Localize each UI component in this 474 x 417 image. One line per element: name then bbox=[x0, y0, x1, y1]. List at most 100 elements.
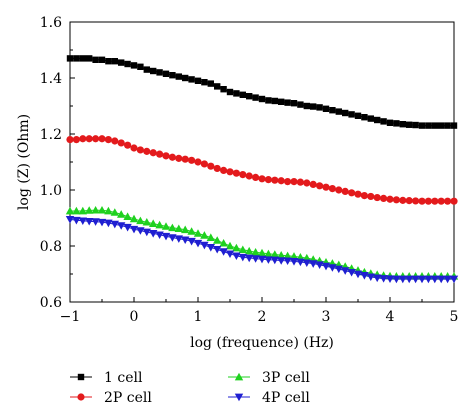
legend-marker bbox=[77, 393, 85, 401]
data-point bbox=[193, 229, 203, 237]
data-point bbox=[289, 258, 299, 266]
data-point bbox=[142, 228, 151, 237]
data-point bbox=[123, 212, 132, 220]
x-tick-label: 0 bbox=[130, 309, 139, 325]
legend-label: 2P cell bbox=[104, 390, 152, 406]
data-point bbox=[374, 116, 381, 124]
data-point bbox=[251, 255, 260, 263]
data-point bbox=[284, 99, 291, 106]
data-point bbox=[79, 55, 86, 62]
data-point bbox=[150, 67, 157, 75]
data-point bbox=[162, 152, 170, 160]
x-tick-label: 3 bbox=[322, 309, 331, 325]
data-point bbox=[111, 58, 118, 65]
data-point bbox=[438, 122, 445, 129]
data-point bbox=[206, 233, 215, 241]
data-point bbox=[431, 122, 438, 129]
data-point bbox=[104, 219, 113, 228]
data-point bbox=[194, 77, 202, 84]
legend-item-4p-cell: 4P cell bbox=[228, 390, 310, 406]
data-point bbox=[245, 172, 253, 180]
series-2p-cell bbox=[66, 135, 458, 205]
data-point bbox=[328, 264, 337, 272]
data-point bbox=[335, 186, 343, 194]
data-point bbox=[310, 103, 317, 110]
x-axis-label: log (frequence) (Hz) bbox=[190, 335, 334, 351]
data-point bbox=[110, 220, 119, 229]
data-point bbox=[213, 246, 222, 254]
data-point bbox=[155, 231, 164, 239]
data-point bbox=[213, 236, 222, 244]
data-point bbox=[219, 239, 228, 247]
data-point bbox=[399, 121, 406, 128]
data-point bbox=[239, 171, 247, 179]
data-point bbox=[104, 136, 112, 144]
data-point bbox=[354, 112, 362, 119]
series-3p-cell bbox=[65, 205, 459, 280]
data-point bbox=[97, 205, 107, 214]
data-point bbox=[386, 119, 394, 126]
data-point bbox=[143, 147, 151, 155]
data-point bbox=[200, 241, 209, 250]
data-point bbox=[348, 111, 355, 118]
data-point bbox=[406, 121, 413, 128]
data-point bbox=[341, 267, 350, 275]
data-point bbox=[277, 177, 285, 185]
data-point bbox=[136, 216, 145, 225]
data-point bbox=[78, 206, 87, 215]
data-point bbox=[98, 135, 106, 143]
data-point bbox=[322, 183, 330, 191]
data-point bbox=[174, 235, 183, 243]
x-tick-label: 2 bbox=[258, 309, 267, 325]
data-point bbox=[385, 275, 395, 283]
data-point bbox=[328, 185, 336, 193]
data-point bbox=[290, 178, 298, 186]
data-point bbox=[309, 180, 317, 188]
data-point bbox=[72, 206, 81, 215]
data-point bbox=[73, 55, 80, 62]
data-point bbox=[181, 236, 190, 245]
data-point bbox=[130, 144, 138, 152]
data-point bbox=[214, 83, 221, 90]
data-point bbox=[257, 248, 267, 257]
x-tick-label: −1 bbox=[60, 309, 81, 325]
data-point bbox=[277, 257, 286, 265]
data-point bbox=[449, 275, 459, 284]
data-point bbox=[270, 250, 279, 258]
legend-item-1-cell: 1 cell bbox=[70, 370, 143, 386]
y-tick-label: 1.0 bbox=[40, 183, 62, 199]
x-tick-label: 1 bbox=[194, 309, 203, 325]
data-point bbox=[194, 158, 202, 166]
data-point bbox=[411, 275, 420, 284]
data-point bbox=[393, 120, 400, 127]
data-point bbox=[367, 192, 375, 201]
data-point bbox=[188, 76, 195, 83]
data-point bbox=[161, 222, 171, 230]
data-point bbox=[417, 275, 427, 284]
data-point bbox=[296, 258, 305, 267]
data-point bbox=[187, 227, 196, 235]
data-point bbox=[201, 79, 208, 86]
data-point bbox=[258, 95, 266, 103]
data-point bbox=[366, 273, 375, 281]
data-point bbox=[136, 227, 145, 235]
data-point bbox=[213, 164, 221, 173]
y-tick-label: 0.8 bbox=[40, 239, 62, 255]
data-point bbox=[85, 206, 94, 214]
data-point bbox=[104, 206, 113, 215]
data-point bbox=[111, 137, 119, 145]
data-point bbox=[175, 73, 182, 80]
data-point bbox=[354, 190, 362, 198]
legend-item-3p-cell: 3P cell bbox=[228, 370, 310, 386]
data-point bbox=[98, 56, 106, 63]
data-point bbox=[379, 275, 388, 283]
data-point bbox=[303, 179, 311, 187]
data-point bbox=[239, 91, 246, 98]
data-point bbox=[405, 197, 413, 205]
data-point bbox=[405, 275, 414, 284]
data-point bbox=[238, 253, 247, 262]
data-point bbox=[85, 135, 93, 143]
legend-label: 1 cell bbox=[104, 370, 143, 386]
data-point bbox=[284, 178, 292, 186]
